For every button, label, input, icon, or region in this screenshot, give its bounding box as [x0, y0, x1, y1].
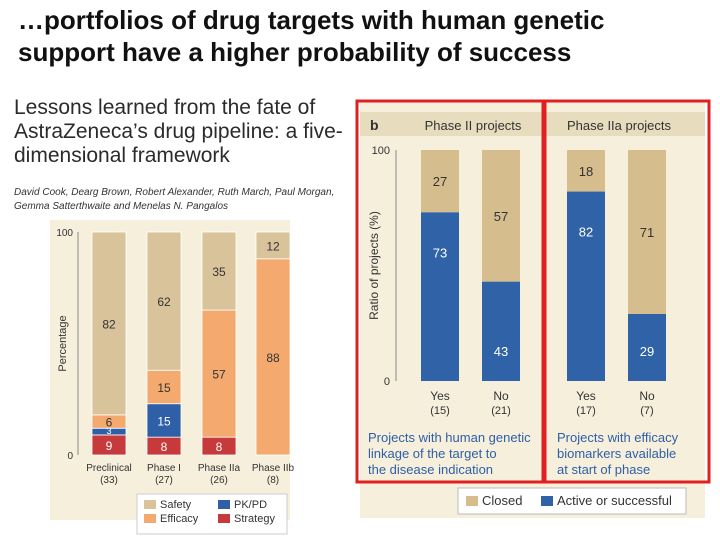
group-caption-line: Projects with efficacy [557, 430, 679, 445]
group-caption-line: at start of phase [557, 462, 650, 477]
bar-segment-active [482, 281, 520, 381]
x-tick-label: Preclinical [86, 463, 132, 474]
x-tick-label: Phase I [147, 463, 181, 474]
chart-b-y-tick-label: 0 [384, 376, 390, 388]
x-tick-count: (21) [491, 405, 511, 417]
data-label-closed: 57 [494, 209, 508, 224]
legend-label-safety: Safety [160, 499, 192, 511]
x-tick-label: No [639, 389, 655, 403]
bar-segment-safety [146, 231, 182, 371]
x-tick-label: Phase IIa [198, 463, 241, 474]
bar-segment-efficacy [201, 309, 237, 438]
data-label-safety: 62 [157, 295, 171, 309]
group-caption-line: Projects with human genetic [368, 430, 531, 445]
highlight-frame-phase-ii [355, 99, 545, 484]
data-label-safety: 82 [102, 317, 116, 331]
data-label-closed: 18 [579, 164, 593, 179]
bar-segment-active [628, 314, 666, 381]
legend-swatch-safety [144, 500, 156, 509]
chart-a-y-axis-label: Percentage [57, 315, 69, 371]
chart-b-header-band [360, 112, 705, 136]
data-label-safety: 35 [212, 265, 226, 279]
bar-segment-efficacy [146, 369, 182, 405]
group-title-phase-ii-projects: Phase II projects [425, 118, 522, 133]
x-tick-count: (26) [210, 475, 228, 486]
data-label-pk-pd: 15 [157, 414, 171, 428]
data-label-strategy: 8 [161, 440, 168, 454]
x-tick-count: (7) [640, 405, 653, 417]
group-caption-line: linkage of the target to [368, 446, 497, 461]
data-label-strategy: 8 [216, 440, 223, 454]
legend-swatch-pk-pd [218, 500, 230, 509]
legend-swatch-strategy [218, 514, 230, 523]
data-label-closed: 27 [433, 174, 447, 189]
legend-swatch-efficacy [144, 514, 156, 523]
chart-a-legend-box [136, 493, 288, 535]
highlight-frame-phase-iia [543, 99, 711, 484]
data-label-efficacy: 6 [106, 416, 113, 430]
group-caption-line: biomarkers available [557, 446, 676, 461]
bar-segment-closed [421, 150, 459, 213]
data-label-closed: 71 [640, 225, 654, 240]
chart-a-y-tick-label: 100 [56, 228, 73, 239]
x-tick-count: (27) [155, 475, 173, 486]
chart-a-y-tick-label: 0 [67, 451, 73, 462]
chart-b-y-axis-label: Ratio of projects (%) [367, 211, 381, 320]
data-label-efficacy: 88 [266, 351, 280, 365]
data-label-active: 73 [433, 245, 447, 260]
data-label-efficacy: 15 [157, 381, 171, 395]
bar-segment-efficacy [255, 258, 291, 456]
legend-swatch-active-or-successful [541, 496, 553, 506]
x-tick-label: Yes [576, 389, 596, 403]
x-tick-count: (33) [100, 475, 118, 486]
bar-segment-pk-pd [146, 403, 182, 438]
legend-label-active-or-successful: Active or successful [557, 493, 672, 508]
legend-label-closed: Closed [482, 493, 522, 508]
chart-b-y-tick-label: 100 [372, 145, 390, 157]
x-tick-label: Yes [430, 389, 450, 403]
bar-segment-active [421, 212, 459, 381]
paper-title: Lessons learned from the fate of AstraZe… [14, 96, 343, 167]
data-label-active: 43 [494, 344, 508, 359]
slide-title: …portfolios of drug targets with human g… [18, 5, 605, 67]
bar-segment-closed [482, 150, 520, 282]
x-tick-label: No [493, 389, 509, 403]
legend-label-pk-pd: PK/PD [234, 499, 267, 511]
data-label-pk-pd: 3 [106, 426, 111, 436]
bar-segment-closed [628, 150, 666, 315]
data-label-active: 82 [579, 225, 593, 240]
data-label-strategy: 9 [106, 439, 113, 453]
data-label-active: 29 [640, 344, 654, 359]
chart-b-legend-box [457, 487, 687, 515]
bar-segment-safety [91, 231, 127, 416]
bar-segment-safety [255, 231, 291, 260]
group-title-phase-iia-projects: Phase IIa projects [567, 118, 672, 133]
x-tick-count: (17) [576, 405, 596, 417]
x-tick-label: Phase IIb [252, 463, 295, 474]
legend-label-efficacy: Efficacy [160, 513, 199, 525]
bar-segment-closed [567, 150, 605, 192]
group-caption-line: the disease indication [368, 462, 493, 477]
legend-swatch-closed [466, 496, 478, 506]
x-tick-count: (15) [430, 405, 450, 417]
bar-segment-safety [201, 231, 237, 311]
paper-authors: David Cook, Dearg Brown, Robert Alexande… [14, 187, 335, 212]
bar-segment-active [567, 191, 605, 381]
data-label-safety: 12 [266, 239, 280, 253]
chart-b-panel-label: b [370, 117, 379, 133]
data-label-efficacy: 57 [212, 368, 226, 382]
legend-label-strategy: Strategy [234, 513, 275, 525]
x-tick-count: (8) [267, 475, 279, 486]
